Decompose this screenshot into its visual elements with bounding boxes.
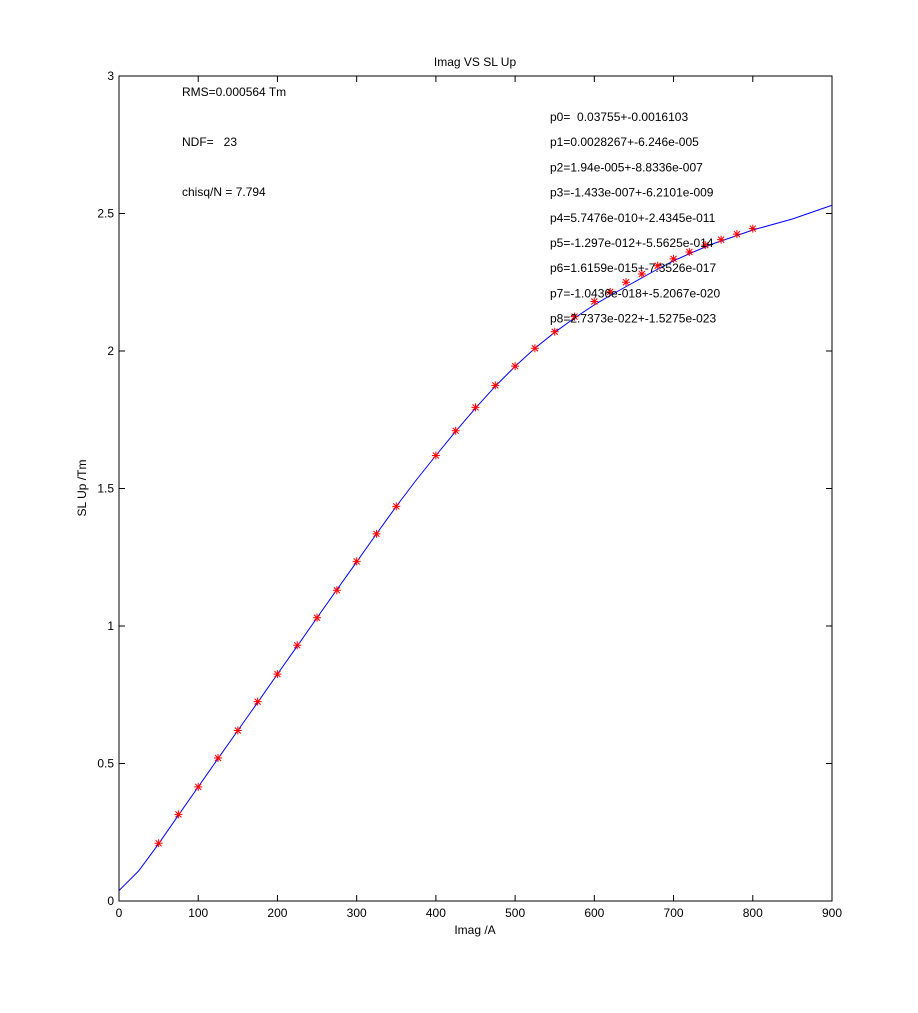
data-point-marker: [352, 557, 361, 566]
data-point-marker: [233, 726, 242, 735]
fit-parameter-annotation: p7=-1.0436e-018+-5.2067e-020: [550, 286, 720, 300]
x-tick-label: 300: [347, 906, 367, 920]
fit-stat-annotation: chisq/N = 7.794: [182, 185, 266, 199]
data-point-marker: [637, 270, 646, 278]
data-point-marker: [273, 670, 282, 679]
data-point-marker: [174, 810, 183, 819]
x-tick-label: 200: [267, 906, 287, 920]
fit-parameter-annotation: p3=-1.433e-007+-6.2101e-009: [550, 186, 714, 200]
fit-parameter-annotation: p6=1.6159e-015+-7.3526e-017: [550, 261, 716, 275]
data-point-marker: [570, 312, 579, 321]
data-point-marker: [701, 241, 710, 250]
data-point-marker: [154, 839, 163, 848]
y-tick-label: 0.5: [97, 757, 114, 771]
y-tick-label: 1: [107, 619, 114, 633]
data-point-marker: [685, 248, 694, 256]
data-point-marker: [392, 502, 401, 511]
y-tick-label: 1.5: [97, 482, 114, 496]
y-tick-label: 0: [107, 894, 114, 908]
data-point-marker: [332, 586, 341, 595]
data-point-marker: [530, 344, 539, 353]
x-tick-label: 400: [426, 906, 446, 920]
chart-title: Imag VS SL Up: [434, 55, 517, 69]
data-point-marker: [214, 754, 223, 762]
data-point-marker: [590, 297, 599, 306]
data-point-marker: [471, 403, 480, 412]
x-tick-label: 100: [188, 906, 208, 920]
data-point-marker: [653, 261, 662, 270]
data-point-marker: [511, 362, 520, 371]
y-tick-label: 2: [107, 344, 114, 358]
x-tick-label: 700: [664, 906, 684, 920]
data-point-marker: [622, 278, 631, 287]
x-axis-label: Imag /A: [454, 923, 495, 937]
data-point-marker: [451, 426, 460, 435]
x-tick-label: 0: [116, 906, 123, 920]
y-tick-label: 2.5: [97, 207, 114, 221]
fit-stat-annotation: NDF= 23: [182, 135, 237, 149]
data-point-marker: [550, 327, 559, 336]
y-tick-label: 3: [107, 69, 114, 83]
x-tick-label: 900: [822, 906, 842, 920]
fit-parameter-annotation: p2=1.94e-005+-8.8336e-007: [550, 160, 703, 174]
fit-parameter-annotation: p5=-1.297e-012+-5.5625e-014: [550, 236, 714, 250]
data-point-marker: [293, 641, 302, 650]
data-point-marker: [491, 381, 500, 390]
fit-stat-annotation: RMS=0.000564 Tm: [182, 85, 286, 99]
fit-parameter-annotation: p1=0.0028267+-6.246e-005: [550, 135, 699, 149]
data-point-marker: [372, 529, 381, 538]
fit-parameter-annotation: p0= 0.03755+-0.0016103: [550, 110, 688, 124]
data-point-marker: [253, 697, 262, 706]
data-point-marker: [194, 782, 203, 791]
x-tick-label: 600: [584, 906, 604, 920]
fit-parameter-annotation: p8=2.7373e-022+-1.5275e-023: [550, 312, 716, 326]
data-point-marker: [669, 254, 678, 263]
data-point-marker: [313, 613, 322, 622]
y-axis-label: SL Up /Tm: [75, 460, 89, 517]
data-point-marker: [717, 235, 726, 244]
x-tick-label: 500: [505, 906, 525, 920]
data-point-marker: [431, 451, 440, 460]
data-point-marker: [606, 287, 615, 296]
data-point-marker: [732, 230, 741, 239]
fit-parameter-annotation: p4=5.7476e-010+-2.4345e-011: [550, 211, 716, 225]
x-tick-label: 800: [743, 906, 763, 920]
data-point-marker: [748, 224, 757, 233]
